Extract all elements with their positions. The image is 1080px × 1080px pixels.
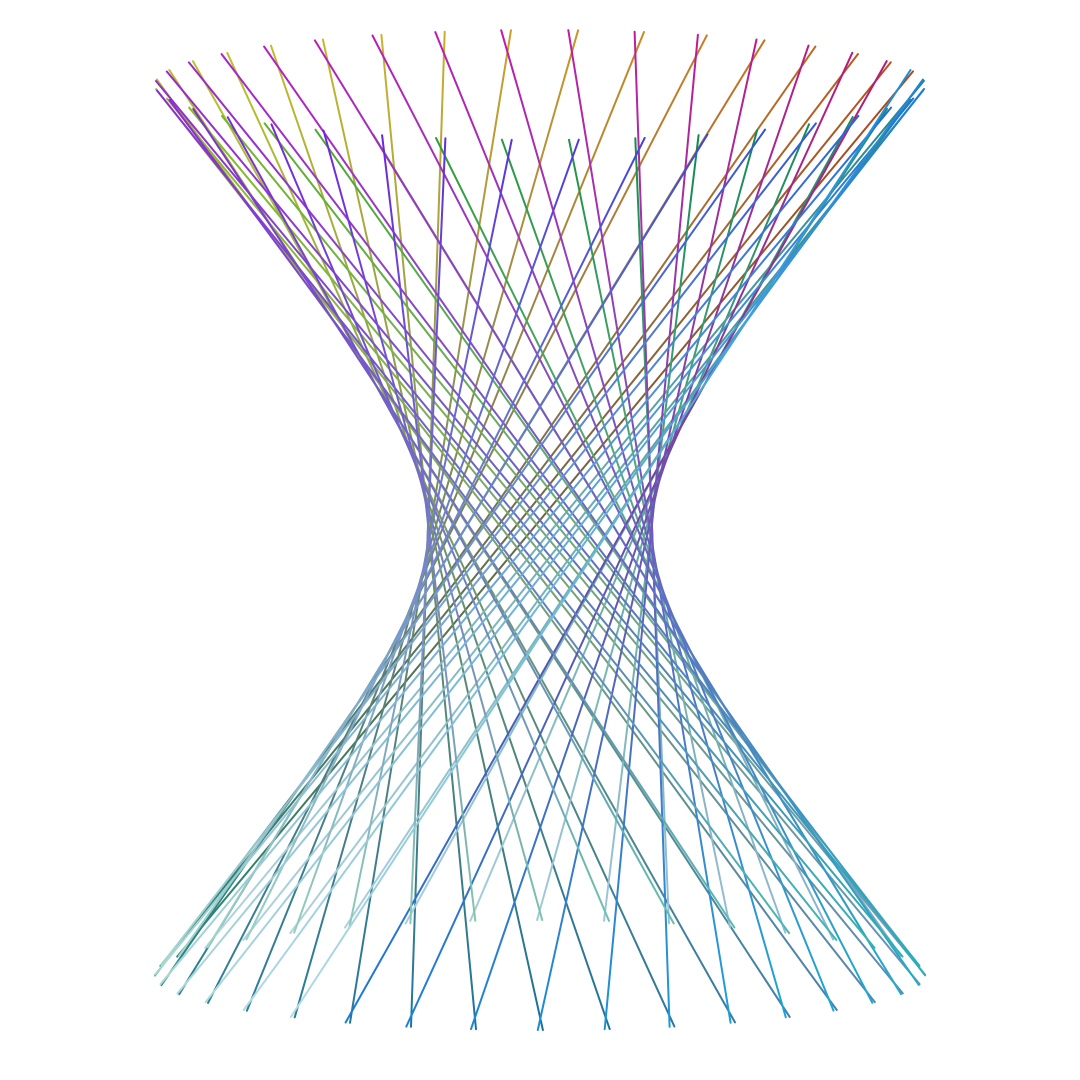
family-b-line [245, 136, 646, 941]
family-b-line [371, 34, 874, 1004]
family-a-line [321, 38, 544, 1031]
family-b-line [156, 89, 838, 941]
family-a-line [188, 106, 921, 986]
family-b-line [187, 61, 921, 967]
family-a-line [176, 70, 914, 958]
family-a-line [166, 97, 904, 995]
family-a-line [245, 31, 645, 1012]
family-a-line [242, 89, 925, 941]
family-b-line [159, 106, 893, 986]
ruling-lines [154, 29, 926, 1031]
family-a-line [221, 115, 926, 976]
family-a-line [207, 34, 708, 1004]
family-a-line [469, 123, 810, 922]
family-b-line [409, 137, 447, 925]
family-b-line [434, 31, 835, 1012]
family-b-line [168, 99, 791, 935]
family-b-line [226, 116, 675, 925]
family-b-line [313, 39, 902, 996]
family-b-line [206, 133, 709, 949]
family-b-line [500, 29, 787, 1019]
family-b-line [220, 53, 926, 977]
family-b-line [192, 107, 736, 929]
family-b-line [155, 80, 876, 949]
family-b-line [154, 114, 860, 976]
family-b-line [289, 69, 912, 1018]
family-b-line [348, 138, 513, 929]
family-b-line [176, 97, 915, 995]
family-b-line [160, 122, 817, 967]
family-a-line [204, 79, 925, 949]
family-a-line [536, 129, 759, 921]
family-b-line [567, 29, 732, 1024]
family-b-line [165, 70, 904, 958]
family-a-line [568, 138, 731, 929]
family-b-line [242, 78, 924, 1012]
family-a-line [159, 61, 892, 967]
family-b-line [293, 138, 580, 934]
family-b-line [270, 123, 610, 922]
family-a-line [435, 137, 835, 941]
family-b-line [633, 30, 671, 1028]
family-a-line [226, 51, 676, 1028]
